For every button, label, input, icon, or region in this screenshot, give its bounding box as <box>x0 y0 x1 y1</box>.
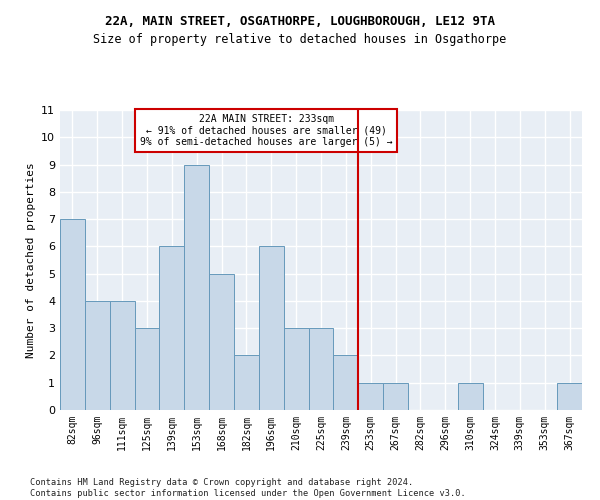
Bar <box>557 382 582 410</box>
Bar <box>160 246 184 410</box>
Bar <box>184 164 209 410</box>
Bar <box>60 219 85 410</box>
Bar <box>308 328 334 410</box>
Bar <box>110 301 134 410</box>
Bar <box>85 301 110 410</box>
Text: 22A, MAIN STREET, OSGATHORPE, LOUGHBOROUGH, LE12 9TA: 22A, MAIN STREET, OSGATHORPE, LOUGHBOROU… <box>105 15 495 28</box>
Bar <box>234 356 259 410</box>
Text: Contains HM Land Registry data © Crown copyright and database right 2024.
Contai: Contains HM Land Registry data © Crown c… <box>30 478 466 498</box>
Text: 22A MAIN STREET: 233sqm
← 91% of detached houses are smaller (49)
9% of semi-det: 22A MAIN STREET: 233sqm ← 91% of detache… <box>140 114 392 148</box>
Bar <box>134 328 160 410</box>
Bar <box>458 382 482 410</box>
Bar <box>209 274 234 410</box>
Bar <box>334 356 358 410</box>
Bar <box>259 246 284 410</box>
Text: Size of property relative to detached houses in Osgathorpe: Size of property relative to detached ho… <box>94 32 506 46</box>
Bar <box>358 382 383 410</box>
Bar <box>284 328 308 410</box>
Bar <box>383 382 408 410</box>
Y-axis label: Number of detached properties: Number of detached properties <box>26 162 35 358</box>
